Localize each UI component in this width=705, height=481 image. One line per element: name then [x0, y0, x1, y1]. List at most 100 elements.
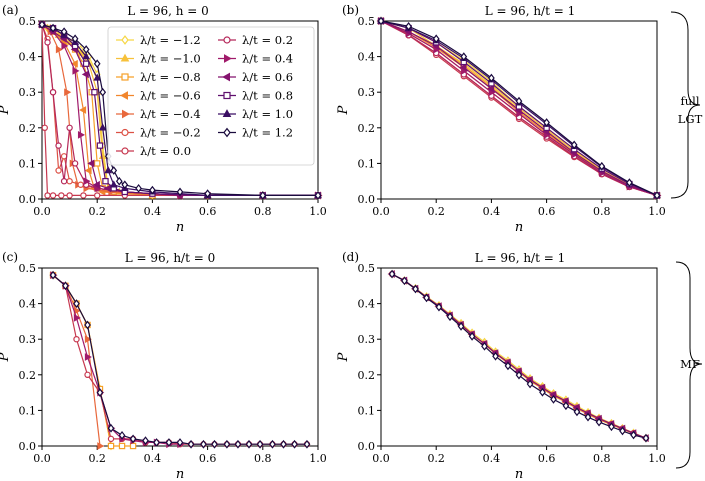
data-point	[49, 192, 57, 199]
panel-letter: (c)	[2, 250, 18, 264]
x-tick-label: 1.0	[648, 205, 666, 218]
legend-marker	[120, 91, 129, 100]
x-axis-label: n	[515, 220, 523, 235]
data-point	[401, 276, 408, 286]
x-tick-label: 0.8	[593, 452, 611, 465]
data-point	[82, 60, 90, 67]
data-point	[515, 96, 523, 106]
data-point	[80, 192, 87, 199]
data-point	[488, 73, 495, 83]
y-tick-label: 0.2	[19, 122, 37, 135]
x-tick-label: 0.8	[254, 205, 272, 218]
data-point	[71, 160, 79, 167]
data-point	[107, 435, 115, 443]
y-tick-label: 0.1	[358, 404, 376, 417]
series-group	[37, 20, 323, 200]
panel-letter: (a)	[2, 3, 19, 17]
legend-marker	[224, 54, 232, 63]
data-point	[109, 180, 118, 188]
bracket-bottom: MF	[675, 261, 703, 469]
x-tick-label: 1.0	[309, 452, 327, 465]
plot-frame	[380, 267, 658, 447]
y-tick-label: 0.2	[358, 369, 376, 382]
series-group	[49, 270, 311, 451]
data-point	[595, 417, 603, 427]
legend-label: λ/t = 1.0	[242, 107, 293, 121]
y-tick-label: 0.1	[19, 157, 37, 170]
data-point	[93, 73, 102, 81]
data-point	[153, 438, 160, 447]
legend-entry: λ/t = 1.2	[218, 126, 293, 140]
data-point	[121, 180, 129, 190]
legend-entry: λ/t = −0.2	[116, 126, 201, 140]
data-point	[435, 302, 443, 312]
series-group	[376, 16, 662, 200]
x-tick-label: 0.4	[144, 205, 162, 218]
data-point	[82, 45, 90, 54]
data-point	[314, 191, 322, 200]
y-tick-label: 0.0	[358, 440, 376, 453]
data-point	[61, 42, 69, 50]
data-point	[129, 434, 137, 444]
legend-label: λ/t = 0.0	[140, 144, 191, 158]
data-point	[630, 430, 637, 440]
data-point	[550, 394, 557, 404]
data-point	[570, 140, 578, 150]
legend-entry: λ/t = 0.8	[218, 89, 293, 103]
data-point	[49, 23, 57, 33]
data-point	[93, 160, 101, 167]
data-point	[87, 159, 95, 168]
x-axis-label: n	[176, 467, 184, 481]
y-tick-label: 0.5	[358, 15, 376, 28]
data-point	[280, 439, 287, 449]
series-line	[52, 274, 112, 447]
data-point	[423, 293, 430, 303]
y-tick-label: 0.4	[19, 51, 37, 64]
data-point	[562, 401, 570, 411]
legend-label: λ/t = −0.8	[140, 70, 201, 84]
data-point	[142, 436, 149, 446]
legend-entry: λ/t = −0.4	[116, 107, 201, 121]
y-tick-label: 0.0	[358, 193, 376, 206]
y-axis-label: P	[336, 105, 351, 115]
x-tick-label: 0.2	[88, 205, 106, 218]
data-point	[291, 439, 298, 449]
legend-marker	[121, 128, 129, 137]
panel-3: 0.0 0.2 0.4 0.6 0.8 1.0 0.0 0.1 0.2 0.3 0.4 0.5 n P L …	[0, 250, 327, 481]
data-point	[135, 183, 142, 193]
y-axis-label: P	[0, 352, 12, 362]
y-tick-label: 0.5	[358, 262, 376, 275]
data-point	[432, 34, 440, 44]
y-tick-label: 0.3	[358, 86, 376, 99]
data-point	[84, 335, 92, 344]
side-label-mf: MF	[680, 357, 700, 371]
x-tick-label: 0.6	[199, 452, 217, 465]
data-point	[405, 21, 412, 31]
y-tick-label: 0.4	[358, 298, 376, 311]
x-axis-label: n	[515, 467, 523, 481]
legend-label: λ/t = −0.6	[140, 89, 201, 103]
data-point	[55, 167, 62, 174]
data-point	[58, 192, 65, 199]
data-point	[377, 16, 385, 26]
data-point	[118, 442, 126, 450]
legend-label: λ/t = −1.0	[140, 52, 201, 66]
data-point	[412, 284, 419, 294]
legend-label: λ/t = 1.2	[242, 126, 293, 140]
panel-1: 0.0 0.2 0.4 0.6 0.8 1.0 0.0 0.1 0.2 0.3 0.4 0.5 n P L …	[0, 3, 327, 235]
y-tick-label: 0.4	[358, 51, 376, 64]
data-point	[187, 439, 195, 449]
data-point	[504, 361, 512, 371]
data-point	[49, 88, 57, 96]
y-tick-label: 0.2	[19, 369, 37, 382]
x-tick-label: 0.0	[372, 452, 390, 465]
legend-box	[107, 26, 315, 166]
data-point	[115, 176, 123, 186]
legend-entry: λ/t = 0.6	[218, 70, 293, 84]
legend-label: λ/t = 0.8	[242, 89, 293, 103]
data-point	[44, 192, 51, 199]
legend-entry: λ/t = −0.8	[116, 70, 201, 84]
data-point	[73, 313, 81, 322]
y-tick-label: 0.3	[19, 333, 37, 346]
data-point	[44, 39, 51, 46]
